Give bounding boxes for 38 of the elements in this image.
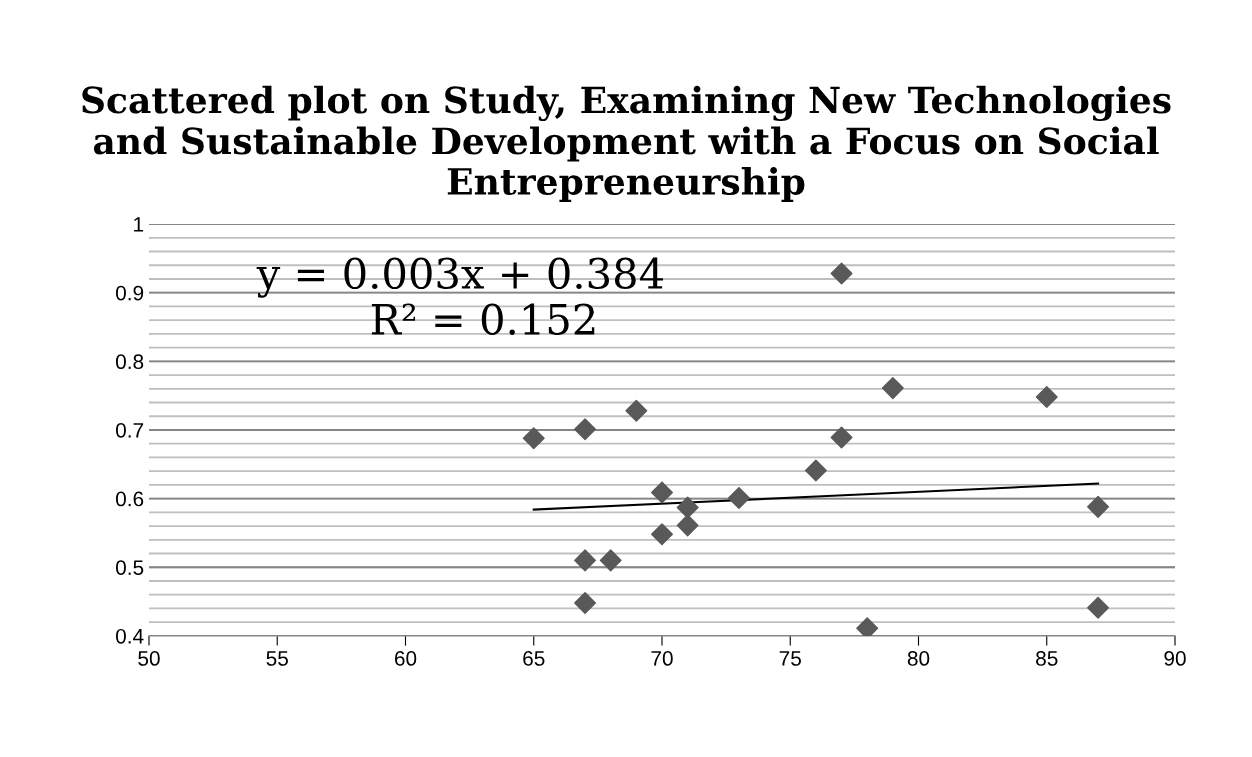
x-tick-label: 55	[266, 651, 288, 666]
point	[650, 523, 673, 546]
x-tick-label: 90	[1164, 651, 1186, 666]
annotation: y = 0.003x + 0.384	[256, 257, 664, 298]
point	[574, 418, 597, 441]
y-tick-label: 0.4	[115, 628, 144, 644]
point	[804, 459, 827, 482]
point	[1087, 495, 1110, 518]
point	[856, 617, 879, 636]
point	[727, 486, 750, 509]
y-tick-label: 0.9	[115, 285, 144, 301]
y-tick-label: 0.5	[115, 560, 144, 575]
point	[676, 514, 699, 537]
point	[599, 549, 622, 572]
point	[676, 496, 699, 519]
y-tick-label: 0.6	[115, 491, 144, 507]
x-tick-label: 70	[651, 651, 673, 666]
x-tick-label: 50	[138, 651, 160, 666]
point	[830, 426, 853, 449]
y-tick-label: 0.7	[115, 422, 144, 438]
x-tick-label: 80	[907, 651, 930, 666]
x-tick-label: 85	[1036, 651, 1058, 666]
x-tick-label: 65	[523, 651, 545, 666]
point	[1087, 596, 1110, 619]
point	[830, 262, 853, 285]
point	[1035, 386, 1058, 409]
point	[574, 549, 597, 572]
y-tick-label: 0.8	[115, 354, 144, 370]
point	[650, 481, 673, 504]
x-tick-label: 60	[394, 651, 417, 666]
point	[625, 399, 648, 422]
point	[522, 427, 545, 450]
point	[574, 591, 597, 614]
annotation: R² = 0.152	[371, 303, 595, 335]
x-tick-label: 75	[779, 651, 801, 666]
y-tick-label: 1	[134, 217, 144, 232]
point	[881, 377, 904, 400]
chart-title: Scattered plot on Study, Examining New Technologies and Sustainable Development with a Focus on Social Entrepreneurship	[82, 85, 1171, 202]
